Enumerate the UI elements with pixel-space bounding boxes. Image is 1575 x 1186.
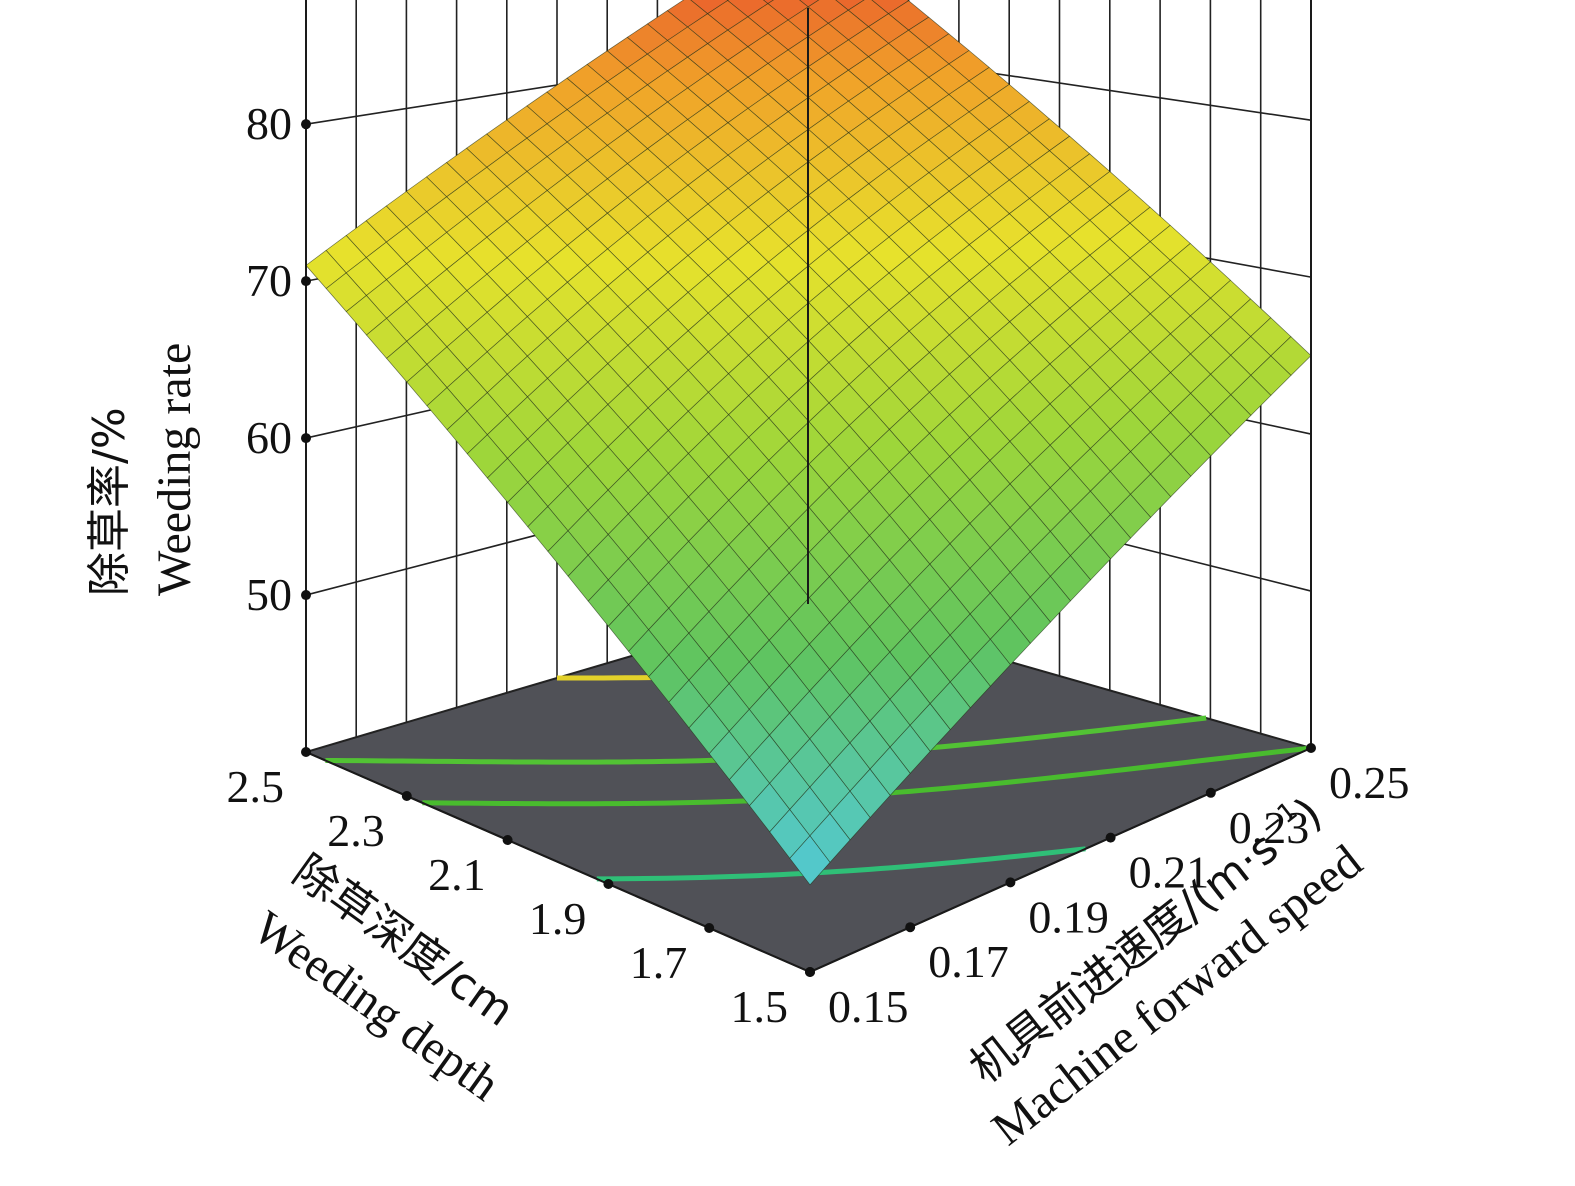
y-tick-label: 0.17 — [928, 936, 1009, 987]
y-tick-label: 0.23 — [1229, 802, 1310, 853]
y-tick-dot — [1306, 743, 1316, 753]
z-tick-dot — [301, 590, 311, 601]
y-tick-dot — [805, 967, 815, 977]
x-tick-label: 1.5 — [731, 981, 789, 1032]
x-tick-label: 2.1 — [428, 849, 486, 900]
z-tick-label: 50 — [246, 569, 292, 620]
z-tick-label: 60 — [246, 412, 292, 463]
surface-cell — [762, 0, 775, 5]
axis-ticks: 50607080901.51.71.92.12.32.50.150.170.19… — [227, 98, 1410, 1032]
x-tick-label: 2.5 — [227, 761, 285, 812]
y-tick-label: 0.19 — [1028, 891, 1109, 942]
z-tick-dot — [301, 433, 311, 444]
x-tick-dot — [502, 835, 513, 845]
front-left-floor-edge — [305, 751, 811, 973]
x-tick-label: 1.9 — [529, 893, 587, 944]
y-tick-dot — [1005, 877, 1016, 888]
y-tick-dot — [905, 922, 916, 933]
y-tick-label: 0.21 — [1129, 847, 1210, 898]
x-tick-label: 2.3 — [327, 805, 385, 856]
z-tick-dot — [301, 276, 311, 287]
front-right-floor-edge — [809, 747, 1312, 973]
y-tick-dot — [1105, 832, 1116, 843]
x-tick-dot — [401, 791, 412, 801]
x-tick-label: 1.7 — [630, 937, 688, 988]
x-tick-dot — [704, 923, 715, 933]
x-tick-dot — [301, 747, 311, 757]
y-tick-dot — [1205, 787, 1216, 798]
response-surface — [305, 0, 1312, 886]
contour-line — [596, 846, 1086, 882]
z-axis-title-en: Weeding rate — [148, 343, 201, 596]
z-tick-label: 80 — [246, 98, 292, 149]
x-tick-dot — [603, 879, 614, 889]
z-axis-title-cn: 除草率/% — [84, 407, 135, 596]
z-tick-label: 70 — [246, 255, 292, 306]
surface-cell — [789, 835, 831, 886]
z-tick-dot — [301, 119, 311, 130]
y-tick-label: 0.15 — [828, 981, 909, 1032]
y-tick-label: 0.25 — [1329, 757, 1410, 808]
box-edges — [305, 0, 1312, 973]
surface-cell — [799, 0, 820, 8]
